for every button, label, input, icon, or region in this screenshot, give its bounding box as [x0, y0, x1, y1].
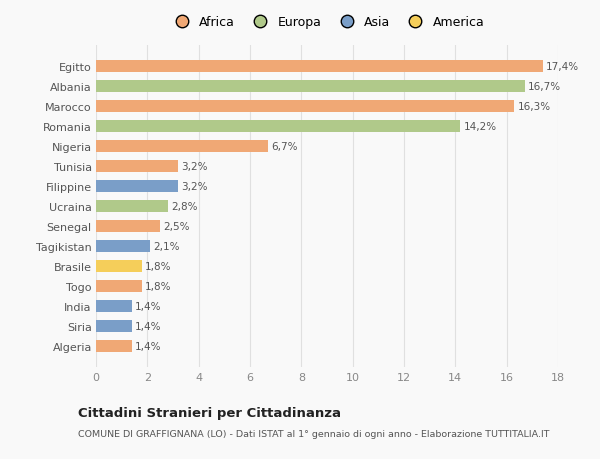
Text: 6,7%: 6,7% [271, 141, 298, 151]
Bar [96, 221, 160, 233]
Text: 16,3%: 16,3% [517, 101, 551, 112]
Bar [96, 301, 132, 313]
Bar [96, 140, 268, 152]
Legend: Africa, Europa, Asia, America: Africa, Europa, Asia, America [167, 14, 487, 32]
Bar [96, 101, 514, 112]
Bar [96, 201, 168, 213]
Text: 2,1%: 2,1% [153, 241, 179, 252]
Bar [96, 61, 542, 73]
Text: 1,4%: 1,4% [135, 322, 161, 331]
Text: 1,8%: 1,8% [145, 262, 172, 272]
Text: 2,8%: 2,8% [171, 202, 197, 212]
Bar [96, 121, 460, 133]
Text: 14,2%: 14,2% [464, 122, 497, 132]
Text: 2,5%: 2,5% [163, 222, 190, 231]
Text: 3,2%: 3,2% [181, 182, 208, 191]
Bar [96, 280, 142, 292]
Bar [96, 80, 524, 93]
Text: 17,4%: 17,4% [545, 62, 579, 72]
Text: Cittadini Stranieri per Cittadinanza: Cittadini Stranieri per Cittadinanza [78, 406, 341, 419]
Bar [96, 161, 178, 173]
Text: 16,7%: 16,7% [528, 82, 561, 91]
Text: 1,4%: 1,4% [135, 302, 161, 312]
Text: COMUNE DI GRAFFIGNANA (LO) - Dati ISTAT al 1° gennaio di ogni anno - Elaborazion: COMUNE DI GRAFFIGNANA (LO) - Dati ISTAT … [78, 429, 550, 438]
Text: 1,4%: 1,4% [135, 341, 161, 352]
Bar [96, 341, 132, 353]
Bar [96, 320, 132, 333]
Text: 3,2%: 3,2% [181, 162, 208, 172]
Bar [96, 261, 142, 273]
Text: 1,8%: 1,8% [145, 281, 172, 291]
Bar [96, 241, 150, 252]
Bar [96, 180, 178, 192]
